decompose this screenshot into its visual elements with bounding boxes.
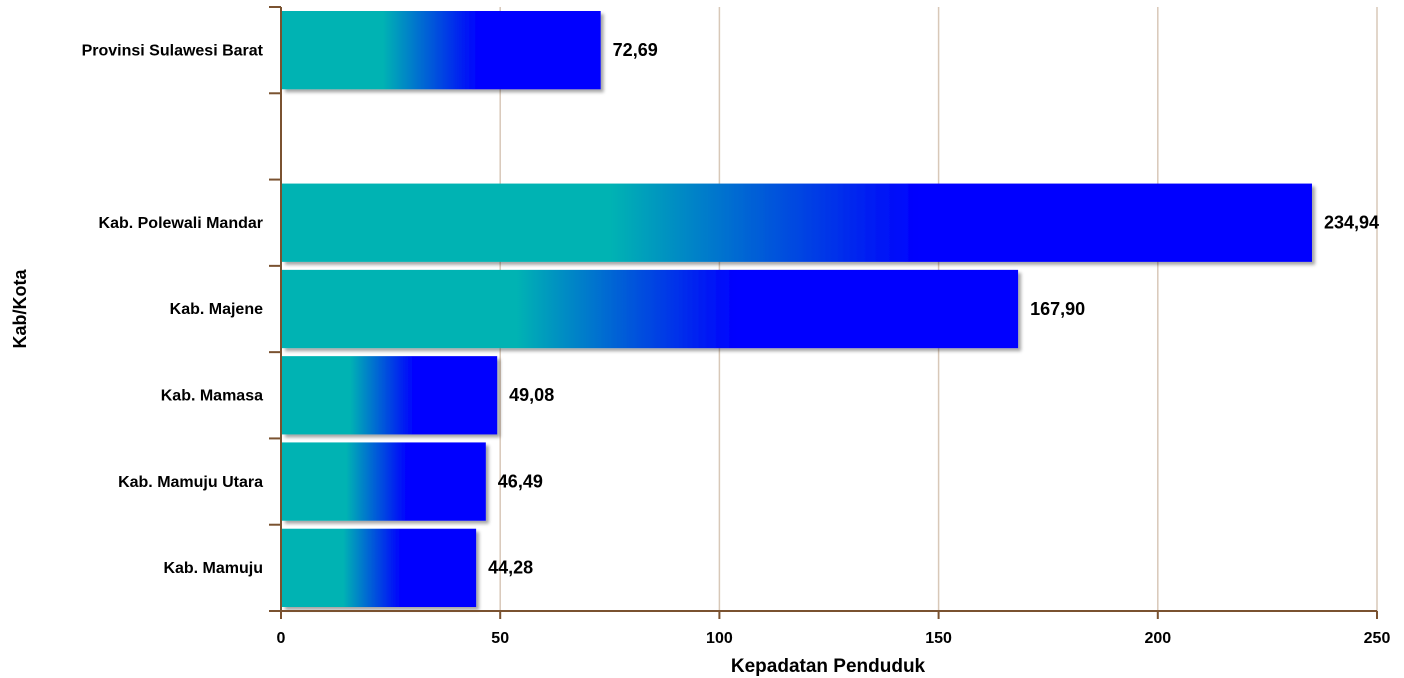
- category-label: Kab. Mamuju: [163, 560, 263, 577]
- bar: [282, 528, 477, 607]
- bar: [282, 269, 1019, 349]
- category-label: Kab. Polewali Mandar: [99, 215, 263, 232]
- labels: 72,69 234,94 167,90 49,08 46,49 44,28 Provinsi…: [82, 40, 1391, 647]
- x-tick-label: 0: [277, 630, 286, 647]
- bar-value-label: 72,69: [613, 40, 658, 60]
- bar-value-label: 167,90: [1030, 299, 1085, 319]
- category-label: Provinsi Sulawesi Barat: [82, 42, 264, 59]
- x-axis-title: Kepadatan Penduduk: [731, 656, 926, 677]
- bar: [282, 11, 601, 90]
- bar-value-label: 46,49: [498, 471, 543, 491]
- bar: [282, 442, 486, 521]
- x-tick-label: 100: [706, 630, 733, 647]
- y-axis-title: Kab/Kota: [10, 269, 30, 349]
- axes: [269, 6, 1378, 619]
- category-label: Kab. Mamuju Utara: [118, 474, 263, 491]
- bar-value-label: 44,28: [488, 558, 533, 578]
- bar-value-label: 49,08: [509, 385, 554, 405]
- x-tick-label: 200: [1144, 630, 1171, 647]
- x-tick-label: 50: [491, 630, 509, 647]
- bar: [282, 356, 498, 435]
- category-label: Kab. Majene: [170, 301, 263, 318]
- x-tick-label: 250: [1364, 630, 1391, 647]
- category-label: Kab. Mamasa: [161, 388, 263, 405]
- bar: [282, 183, 1312, 262]
- bars: [282, 11, 1312, 607]
- x-tick-label: 150: [925, 630, 952, 647]
- bar-value-label: 234,94: [1324, 212, 1379, 232]
